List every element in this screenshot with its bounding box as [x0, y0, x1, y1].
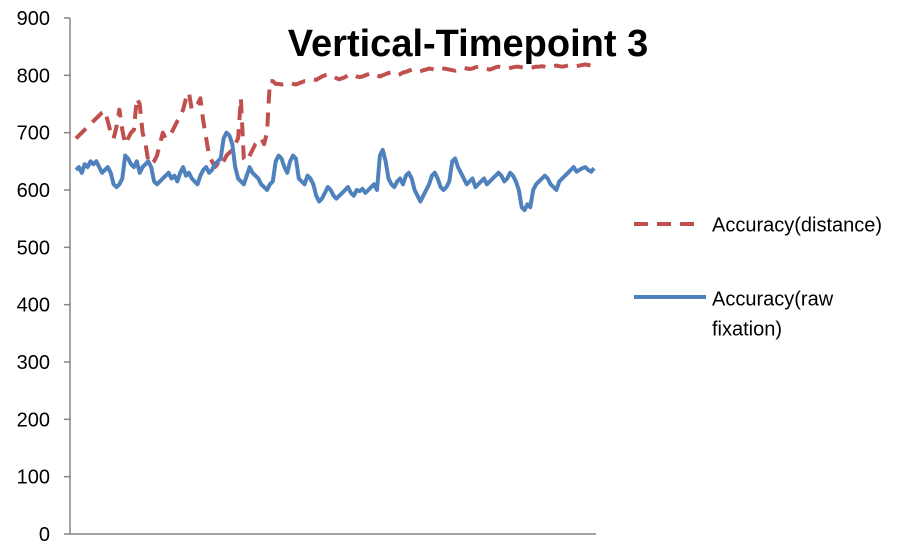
y-tick-label: 600 [17, 180, 50, 202]
legend-label-distance: Accuracy(distance) [712, 214, 882, 236]
y-tick-label: 300 [17, 352, 50, 374]
legend-label-raw-fixation-line1: Accuracy(raw [712, 288, 834, 310]
y-tick-label: 0 [39, 524, 50, 546]
chart-title: Vertical-Timepoint 3 [288, 23, 648, 65]
y-tick-label: 100 [17, 467, 50, 489]
legend-label-raw-fixation-line2: fixation) [712, 318, 782, 340]
series-line-accuracy-distance [74, 62, 595, 170]
y-tick-label: 400 [17, 295, 50, 317]
series-group [74, 62, 596, 213]
y-tick-label: 700 [17, 123, 50, 145]
y-tick-label: 200 [17, 409, 50, 431]
y-tick-label: 500 [17, 237, 50, 259]
series-line-accuracy-raw-fixation [74, 130, 596, 213]
y-tick-label: 800 [17, 65, 50, 87]
y-axis-ticks: 0 100 200 300 400 500 600 700 800 900 [17, 8, 70, 546]
y-tick-label: 900 [17, 8, 50, 30]
legend: Accuracy(distance) Accuracy(raw fixation… [634, 214, 882, 340]
